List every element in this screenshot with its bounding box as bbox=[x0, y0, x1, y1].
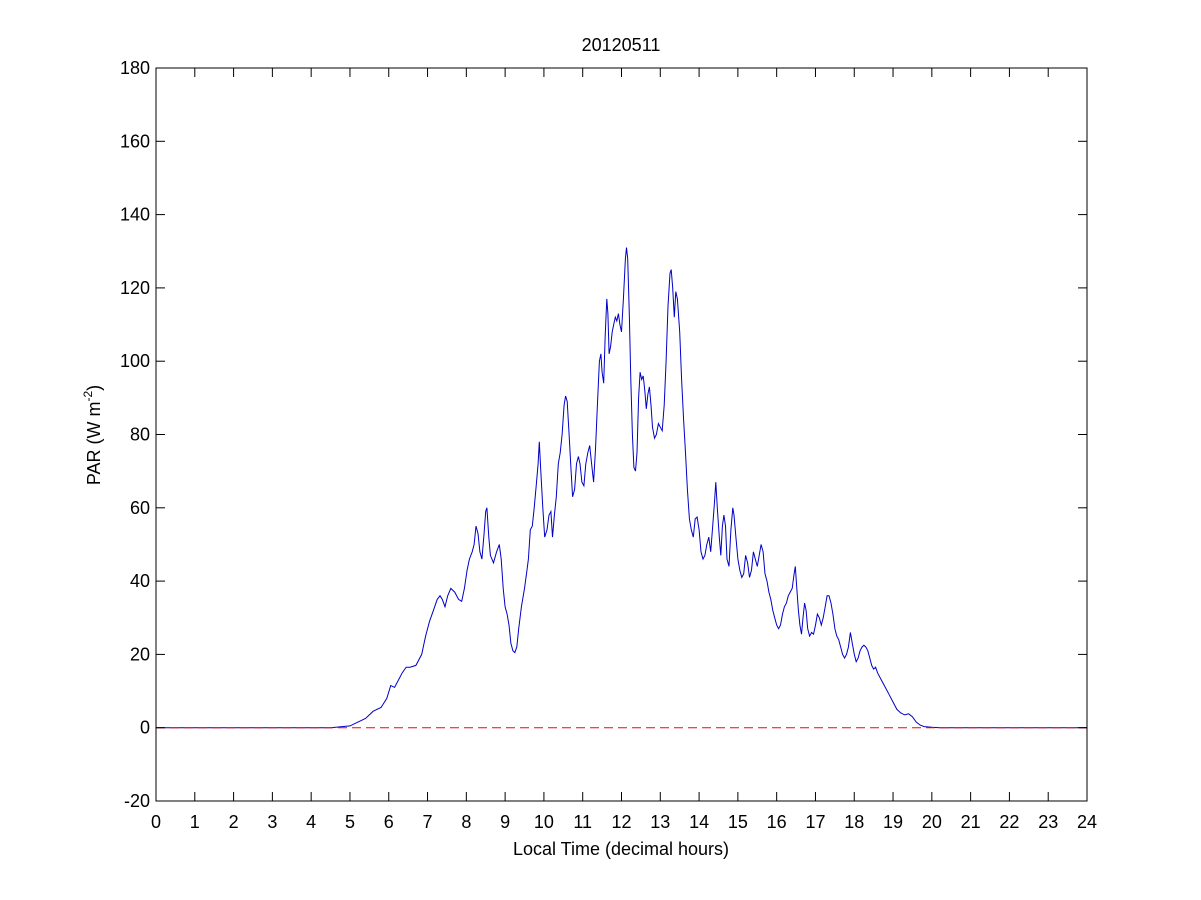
x-tick-label: 17 bbox=[805, 812, 825, 832]
axis-ticks: 0 1 2 3 4 5 6 7 8 9 10 11 12 13 14 15 16 17 18 19 20 21 22 23 24… bbox=[120, 58, 1097, 832]
y-tick-label: 20 bbox=[130, 644, 150, 664]
y-tick-label: 80 bbox=[130, 425, 150, 445]
x-tick-label: 0 bbox=[151, 812, 161, 832]
x-tick-label: 15 bbox=[728, 812, 748, 832]
par-series-line bbox=[156, 247, 1087, 729]
x-tick-label: 21 bbox=[961, 812, 981, 832]
x-tick-label: 18 bbox=[844, 812, 864, 832]
x-tick-label: 2 bbox=[229, 812, 239, 832]
x-tick-label: 23 bbox=[1038, 812, 1058, 832]
y-tick-label: 60 bbox=[130, 498, 150, 518]
y-axis-label: PAR (W m-2) bbox=[81, 385, 104, 485]
y-tick-label: 100 bbox=[120, 351, 150, 371]
y-tick-label: -20 bbox=[124, 791, 150, 811]
y-tick-label: 0 bbox=[140, 718, 150, 738]
x-tick-label: 19 bbox=[883, 812, 903, 832]
y-tick-label: 120 bbox=[120, 278, 150, 298]
x-axis-label: Local Time (decimal hours) bbox=[513, 839, 729, 859]
x-tick-label: 8 bbox=[461, 812, 471, 832]
chart-title: 20120511 bbox=[582, 35, 661, 55]
plot-area bbox=[156, 247, 1087, 729]
axes-box bbox=[155, 67, 1088, 802]
y-tick-label: 180 bbox=[120, 58, 150, 78]
x-tick-label: 10 bbox=[534, 812, 554, 832]
x-tick-label: 3 bbox=[267, 812, 277, 832]
x-tick-label: 24 bbox=[1077, 812, 1097, 832]
x-tick-label: 4 bbox=[306, 812, 316, 832]
x-tick-label: 9 bbox=[500, 812, 510, 832]
y-axis-label-close: ) bbox=[84, 385, 104, 391]
x-tick-label: 20 bbox=[922, 812, 942, 832]
x-tick-label: 16 bbox=[767, 812, 787, 832]
x-tick-label: 7 bbox=[423, 812, 433, 832]
y-tick-label: 40 bbox=[130, 571, 150, 591]
y-tick-label: 160 bbox=[120, 131, 150, 151]
x-tick-label: 5 bbox=[345, 812, 355, 832]
y-axis-label-main: PAR (W m bbox=[84, 402, 104, 486]
y-tick-label: 140 bbox=[120, 205, 150, 225]
y-axis-label-exponent: -2 bbox=[81, 391, 95, 402]
x-tick-label: 1 bbox=[190, 812, 200, 832]
x-tick-label: 6 bbox=[384, 812, 394, 832]
x-tick-label: 14 bbox=[689, 812, 709, 832]
x-tick-label: 22 bbox=[999, 812, 1019, 832]
x-tick-label: 12 bbox=[611, 812, 631, 832]
x-tick-label: 13 bbox=[650, 812, 670, 832]
x-tick-label: 11 bbox=[573, 812, 592, 832]
